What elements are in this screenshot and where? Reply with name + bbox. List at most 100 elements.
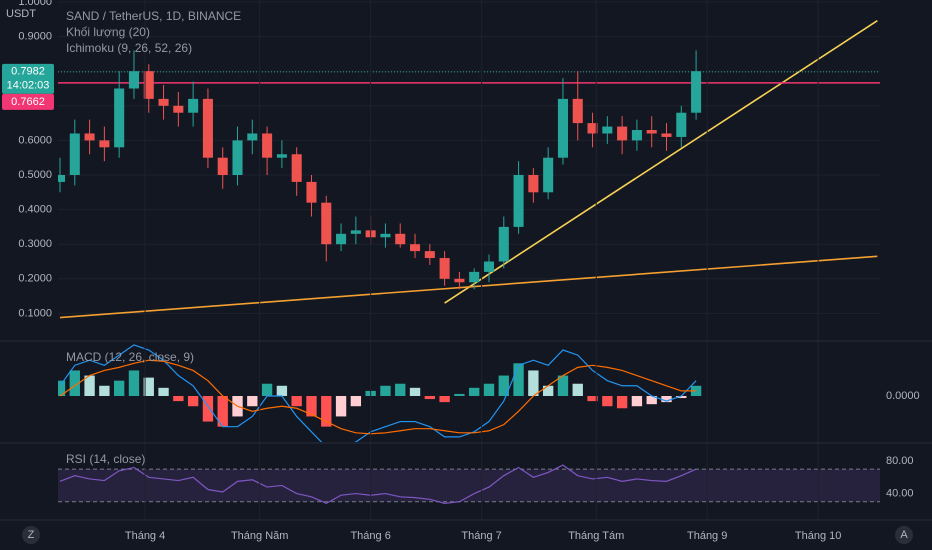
histogram-bar <box>202 396 214 422</box>
rsi-line <box>59 464 697 505</box>
histogram-bar <box>158 387 169 396</box>
x-tick-label: Tháng Năm <box>231 530 288 542</box>
candle-body <box>202 98 213 158</box>
histogram-bar <box>84 375 95 396</box>
histogram-bar <box>350 396 362 407</box>
candle-body <box>409 244 421 252</box>
histogram-bar <box>676 396 687 399</box>
histogram-bar <box>380 385 391 396</box>
candle-body <box>513 175 524 227</box>
trendline <box>59 255 878 319</box>
candle-body <box>262 133 273 158</box>
candle-body <box>572 98 583 124</box>
histogram-bar <box>335 396 347 417</box>
candle-body <box>276 154 287 158</box>
histogram-bar <box>69 370 80 396</box>
candle-body <box>291 154 302 182</box>
candle-body <box>469 271 480 283</box>
countdown-label: 14:02:03 <box>7 80 50 92</box>
zoom-button[interactable] <box>22 526 40 544</box>
candle-body <box>528 175 539 193</box>
y-tick-label: 0.1000 <box>18 307 52 319</box>
x-tick-label: Tháng 10 <box>795 530 841 542</box>
candle-body <box>188 98 199 113</box>
candle-body <box>661 133 672 137</box>
histogram-bar <box>424 396 435 400</box>
y-tick-label: 0.5000 <box>18 169 52 181</box>
candle-body <box>128 71 139 89</box>
candle-body <box>543 157 554 193</box>
histogram-bar <box>173 396 184 402</box>
y-tick-label: 1.0000 <box>18 0 52 8</box>
histogram-bar <box>661 396 672 403</box>
histogram-bar <box>542 385 554 396</box>
candle-body <box>99 140 110 148</box>
y-tick-label: 0.9000 <box>18 31 52 43</box>
y-tick-label: 40.00 <box>886 487 914 499</box>
indicator-title: MACD (12, 26, close, 9) <box>66 350 194 364</box>
histogram-bar <box>498 375 509 396</box>
y-tick-label: 0.6000 <box>18 134 52 146</box>
candle-body <box>676 112 687 137</box>
candle-body <box>454 278 465 283</box>
candle-body <box>84 133 95 141</box>
histogram-bar <box>602 396 613 407</box>
zoom-icon[interactable]: Z <box>28 529 35 541</box>
candle-body <box>587 123 598 134</box>
y-tick-label: 0.4000 <box>18 204 52 216</box>
candle-body <box>114 88 125 148</box>
histogram-bar <box>261 383 273 396</box>
candle-body <box>631 130 642 141</box>
x-tick-label: Tháng 7 <box>461 530 501 542</box>
histogram-bar <box>469 387 480 396</box>
candle-body <box>336 233 347 245</box>
x-tick-label: Tháng 9 <box>687 530 727 542</box>
y-tick-label: 0.2000 <box>18 273 52 285</box>
y-tick-label: 80.00 <box>886 455 914 467</box>
histogram-bar <box>454 393 465 396</box>
indicator-line <box>59 344 697 442</box>
trendline <box>444 20 878 304</box>
candle-body <box>691 71 702 113</box>
histogram-bar <box>616 396 628 409</box>
candle-body <box>69 133 80 175</box>
candle-body <box>617 126 628 141</box>
candle-body <box>498 226 509 262</box>
histogram-bar <box>128 370 140 396</box>
histogram-bar <box>483 383 495 396</box>
candle-body <box>321 202 332 245</box>
y-tick-label: 0.0000 <box>886 390 920 402</box>
histogram-bar <box>247 396 258 407</box>
indicator-title: RSI (14, close) <box>66 452 145 466</box>
candle-body <box>380 233 391 238</box>
candle-body <box>483 261 495 272</box>
pane <box>58 1 880 319</box>
histogram-bar <box>143 377 154 396</box>
histogram-bar <box>528 370 539 396</box>
candle-body <box>247 133 258 141</box>
candle-body <box>424 251 435 259</box>
histogram-bar <box>646 396 657 405</box>
unit-label: USDT <box>6 8 36 20</box>
pane <box>58 344 702 442</box>
histogram-bar <box>113 380 125 396</box>
candle-body <box>439 258 450 279</box>
last-price-box <box>2 63 54 94</box>
indicator-title: Ichimoku (9, 26, 52, 26) <box>66 41 192 55</box>
auto-scale-icon[interactable]: A <box>900 529 908 541</box>
auto-scale-button[interactable] <box>895 526 913 544</box>
candle-body <box>395 233 406 245</box>
candle-body <box>143 71 154 99</box>
histogram-bar <box>99 385 110 396</box>
x-tick-label: Tháng 4 <box>125 530 165 542</box>
histogram-bar <box>306 396 317 417</box>
price-line-label: 0.7662 <box>11 96 45 108</box>
candle-body <box>217 157 228 175</box>
x-tick-label: Tháng 6 <box>350 530 390 542</box>
histogram-bar <box>572 383 583 396</box>
histogram-bar <box>291 396 302 407</box>
price-line-box <box>2 93 54 110</box>
